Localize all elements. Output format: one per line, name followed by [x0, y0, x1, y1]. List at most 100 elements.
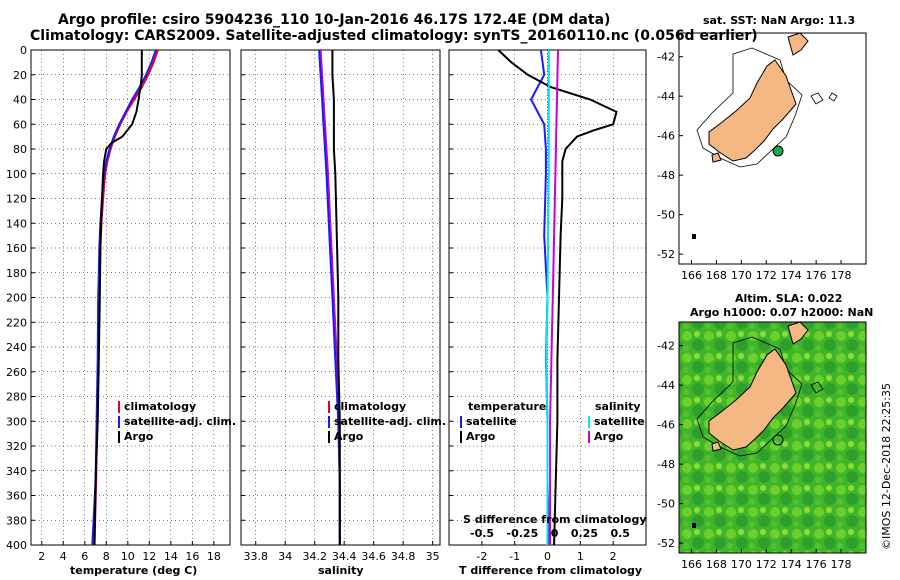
s-tick: 0.25 — [570, 527, 598, 540]
depth-tick-label: 220 — [6, 316, 27, 329]
difference-series — [497, 49, 618, 546]
legend-label-t-argo: Argo — [466, 430, 496, 443]
salinity-x-ticks: 33.8 34 34.2 34.4 34.6 34.8 35 — [243, 550, 439, 563]
map-lat-label: -44 — [657, 379, 675, 392]
sla-shelf-contour — [696, 336, 803, 457]
map-lat-label: -50 — [657, 498, 675, 511]
depth-tick-label: 140 — [6, 217, 27, 230]
map-lon-label: 166 — [681, 269, 702, 282]
map-lat-label: -50 — [657, 209, 675, 222]
temperature-series — [91, 49, 159, 546]
sst-land-north-island-tip — [787, 32, 809, 56]
map-lon-label: 174 — [781, 558, 802, 571]
x-tick-label: -1 — [509, 550, 520, 563]
map-lon-label: 168 — [706, 269, 727, 282]
difference-s-ticks: -0.5 -0.25 0 0.25 0.5 — [470, 527, 630, 540]
sla-land-south-island — [708, 348, 797, 451]
difference-legend — [460, 416, 590, 443]
series-line-satellite-adj-clim- — [318, 49, 341, 545]
sla-argo-position-marker — [772, 434, 784, 446]
series-line-argo — [331, 50, 341, 545]
legend-label-t-satellite: satellite — [466, 415, 517, 428]
map-lon-label: 172 — [756, 269, 777, 282]
sla-title-line-1: Altim. SLA: 0.022 — [735, 292, 843, 305]
depth-tick-label: 80 — [13, 143, 27, 156]
series-line-s-argo — [549, 49, 559, 545]
legend-label-satellite: satellite-adj. clim. — [124, 415, 237, 428]
legend-label-climatology: climatology — [124, 400, 197, 413]
x-tick-label: 33.8 — [243, 550, 268, 563]
salinity-gridlines — [241, 49, 440, 546]
map-lon-label: 176 — [806, 269, 827, 282]
x-tick-label: 34.4 — [332, 550, 357, 563]
sst-land-stewart-island — [711, 152, 722, 163]
map-lat-label: -42 — [657, 51, 675, 64]
x-tick-label: 4 — [60, 550, 67, 563]
map-lat-label: -46 — [657, 130, 675, 143]
depth-tick-label: 200 — [6, 292, 27, 305]
s-tick: 0.5 — [610, 527, 630, 540]
sla-title-line-2: Argo h1000: 0.07 h2000: NaN — [690, 306, 874, 319]
depth-tick-label: 300 — [6, 415, 27, 428]
series-line-t-argo — [497, 49, 618, 546]
x-tick-label: 2 — [38, 550, 45, 563]
difference-s-label: S difference from climatology — [463, 513, 647, 526]
x-tick-label: 10 — [121, 550, 135, 563]
imos-credit: ©IMOS 12-Dec-2018 22:25:35 — [880, 383, 893, 550]
map-lon-label: 178 — [831, 269, 852, 282]
legend-title-salinity: salinity — [595, 400, 641, 413]
depth-tick-label: 20 — [13, 69, 27, 82]
depth-tick-label: 320 — [6, 440, 27, 453]
difference-x-label: T difference from climatology — [459, 564, 643, 577]
map-lon-label: 166 — [681, 558, 702, 571]
legend-label-climatology-s: climatology — [334, 400, 407, 413]
map-lat-label: -48 — [657, 169, 675, 182]
x-tick-label: 34.6 — [361, 550, 386, 563]
x-tick-label: -2 — [476, 550, 487, 563]
sla-map-ticks: 166 168 170 172 174 176 178 -42 -44 -46 -48 -50 -52 — [657, 340, 852, 571]
sst-argo-position-marker — [772, 145, 784, 157]
depth-tick-label: 180 — [6, 267, 27, 280]
map-lon-label: 170 — [731, 558, 752, 571]
depth-tick-label: 100 — [6, 168, 27, 181]
temperature-panel: 2 4 6 8 10 12 14 16 18 — [30, 49, 231, 563]
legend-label-s-argo: Argo — [594, 430, 624, 443]
depth-tick-label: 0 — [20, 44, 27, 57]
x-tick-label: 34 — [278, 550, 292, 563]
series-line-s-satellite — [545, 50, 550, 545]
depth-tick-label: 340 — [6, 465, 27, 478]
map-lon-label: 176 — [806, 558, 827, 571]
x-tick-label: 8 — [103, 550, 110, 563]
x-tick-label: 16 — [185, 550, 199, 563]
sla-land-north-island-tip — [787, 321, 809, 345]
sst-shelf-contour — [696, 47, 803, 168]
depth-tick-label: 280 — [6, 391, 27, 404]
depth-axis-ticks: 0 20 40 60 80 100 120 140 160 180 200 220 240 260 280 3… — [6, 44, 27, 552]
map-lat-label: -46 — [657, 419, 675, 432]
map-lat-label: -52 — [657, 248, 675, 261]
series-line-argo — [93, 50, 143, 546]
map-lon-label: 178 — [831, 558, 852, 571]
sla-small-island — [692, 523, 696, 528]
depth-tick-label: 60 — [13, 118, 27, 131]
difference-panel: -2 -1 0 1 2 — [448, 49, 647, 563]
legend-label-satellite-s: satellite-adj. clim. — [334, 415, 447, 428]
x-tick-label: 34.8 — [391, 550, 416, 563]
temperature-gridlines — [31, 49, 230, 546]
x-tick-label: 12 — [142, 550, 156, 563]
s-tick: -0.5 — [470, 527, 495, 540]
depth-tick-label: 380 — [6, 514, 27, 527]
map-lon-label: 168 — [706, 558, 727, 571]
x-tick-label: 1 — [577, 550, 584, 563]
legend-title-temperature: temperature — [468, 400, 547, 413]
salinity-series — [318, 49, 341, 545]
map-lon-label: 172 — [756, 558, 777, 571]
title-line-1: Argo profile: csiro 5904236_110 10-Jan-2… — [58, 12, 611, 28]
s-tick: -0.25 — [506, 527, 539, 540]
depth-tick-label: 120 — [6, 193, 27, 206]
sla-land-stewart-island — [711, 441, 722, 452]
sst-land-south-island — [708, 59, 797, 162]
depth-tick-label: 40 — [13, 94, 27, 107]
map-lon-label: 174 — [781, 269, 802, 282]
